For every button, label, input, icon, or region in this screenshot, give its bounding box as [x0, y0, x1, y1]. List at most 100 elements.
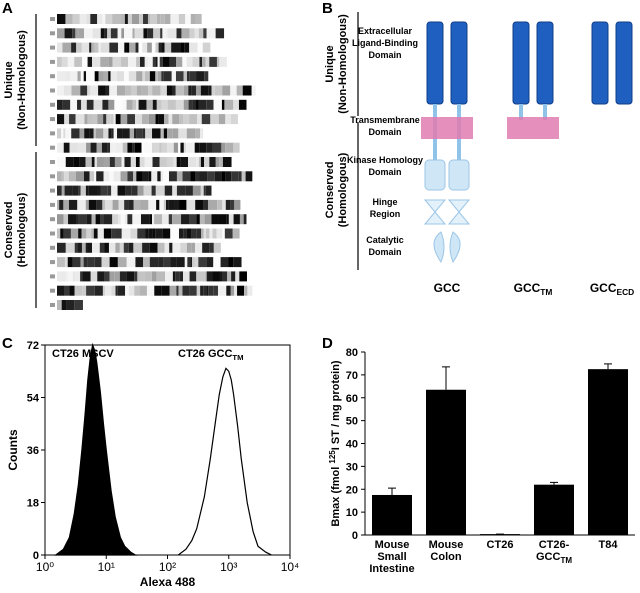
alignment-block	[167, 142, 174, 153]
alignment-block	[242, 85, 252, 96]
ecd-domain	[536, 21, 554, 105]
alignment-block	[132, 142, 135, 153]
x-tick-label: 10⁰	[36, 560, 54, 574]
alignment-block	[148, 171, 152, 182]
alignment-block	[224, 99, 234, 110]
alignment-block	[203, 185, 206, 196]
alignment-block	[230, 285, 235, 296]
alignment-block	[149, 71, 156, 82]
alignment-block	[149, 214, 153, 225]
alignment-block	[216, 56, 220, 67]
y-tick-label: 18	[27, 498, 39, 510]
alignment-block	[216, 228, 223, 239]
alignment-block	[203, 228, 206, 239]
alignment-block	[219, 271, 222, 282]
alignment-block	[188, 85, 192, 96]
histogram-outline	[177, 367, 272, 556]
alignment-block	[163, 171, 169, 182]
alignment-block	[160, 85, 167, 96]
alignment-id	[50, 59, 55, 64]
panel-letter: A	[2, 0, 13, 17]
alignment-block	[132, 214, 141, 225]
alignment-block	[131, 185, 138, 196]
alignment-block	[161, 99, 168, 110]
alignment-block	[143, 257, 150, 268]
alignment-block	[113, 128, 118, 139]
alignment-block	[176, 285, 179, 296]
alignment-block	[126, 99, 133, 110]
alignment-block	[90, 14, 98, 24]
alignment-block	[57, 142, 64, 153]
alignment-block	[90, 271, 98, 282]
alignment-block	[78, 142, 87, 153]
alignment-block	[155, 114, 159, 125]
alignment-block	[155, 228, 163, 239]
label-subscript: TM	[232, 353, 243, 362]
alignment-block	[104, 271, 110, 282]
kinase-domain	[448, 159, 470, 191]
alignment-block	[232, 228, 240, 239]
alignment-block	[162, 28, 166, 39]
alignment-block	[175, 71, 184, 82]
alignment-block	[57, 42, 63, 53]
alignment-block	[218, 114, 226, 125]
alignment-block	[181, 214, 190, 225]
alignment-block	[65, 271, 69, 282]
bracket-label: (Non-Homologous)	[16, 30, 28, 130]
alignment-block	[172, 85, 176, 96]
alignment-block	[93, 128, 96, 139]
alignment-block	[95, 128, 104, 139]
alignment-block	[221, 99, 225, 110]
alignment-block	[72, 271, 75, 282]
alignment-block	[137, 228, 146, 239]
alignment-block	[179, 199, 187, 210]
alignment-block	[160, 14, 165, 24]
alignment-block	[172, 114, 180, 125]
alignment-block	[189, 71, 197, 82]
alignment-id	[50, 202, 55, 207]
alignment-block	[68, 171, 76, 182]
alignment-block	[103, 71, 109, 82]
alignment-block	[215, 157, 220, 167]
alignment-block	[101, 142, 108, 153]
catalytic-domain	[433, 231, 445, 264]
stalk	[519, 104, 523, 120]
alignment-block	[172, 271, 176, 282]
alignment-id	[50, 188, 55, 193]
alignment-block	[233, 214, 240, 225]
alignment-block	[97, 14, 103, 24]
alignment-block	[164, 242, 170, 253]
alignment-block	[184, 257, 188, 268]
alignment-block	[230, 114, 238, 125]
alignment-block	[119, 271, 127, 282]
alignment-block	[194, 142, 200, 153]
alignment-block	[57, 285, 65, 296]
alignment-block	[233, 257, 242, 268]
alignment-id	[50, 117, 55, 122]
alignment-block	[187, 257, 191, 268]
alignment-block	[72, 28, 76, 39]
alignment-block	[74, 242, 78, 253]
alignment-block	[94, 71, 99, 82]
alignment-block	[143, 185, 152, 196]
alignment-block	[178, 128, 187, 139]
alignment-block	[144, 271, 152, 282]
alignment-block	[133, 199, 141, 210]
alignment-block	[195, 171, 200, 182]
alignment-block	[170, 228, 179, 239]
alignment-block	[209, 157, 216, 167]
alignment-block	[133, 128, 137, 139]
alignment-block	[166, 157, 174, 167]
alignment-block	[68, 271, 73, 282]
alignment-block	[157, 242, 165, 253]
alignment-block	[151, 142, 160, 153]
alignment-block	[178, 14, 186, 24]
alignment-block	[110, 71, 117, 82]
alignment-block	[114, 228, 122, 239]
alignment-block	[157, 71, 162, 82]
alignment-block	[57, 114, 65, 125]
alignment-block	[168, 199, 175, 210]
alignment-block	[65, 14, 73, 24]
alignment-block	[189, 28, 195, 39]
